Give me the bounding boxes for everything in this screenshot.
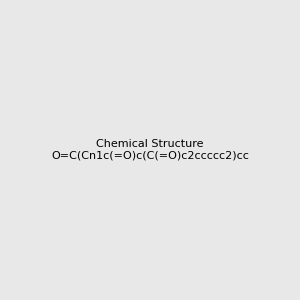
Text: Chemical Structure
O=C(Cn1c(=O)c(C(=O)c2ccccc2)cc: Chemical Structure O=C(Cn1c(=O)c(C(=O)c2… [51,139,249,161]
